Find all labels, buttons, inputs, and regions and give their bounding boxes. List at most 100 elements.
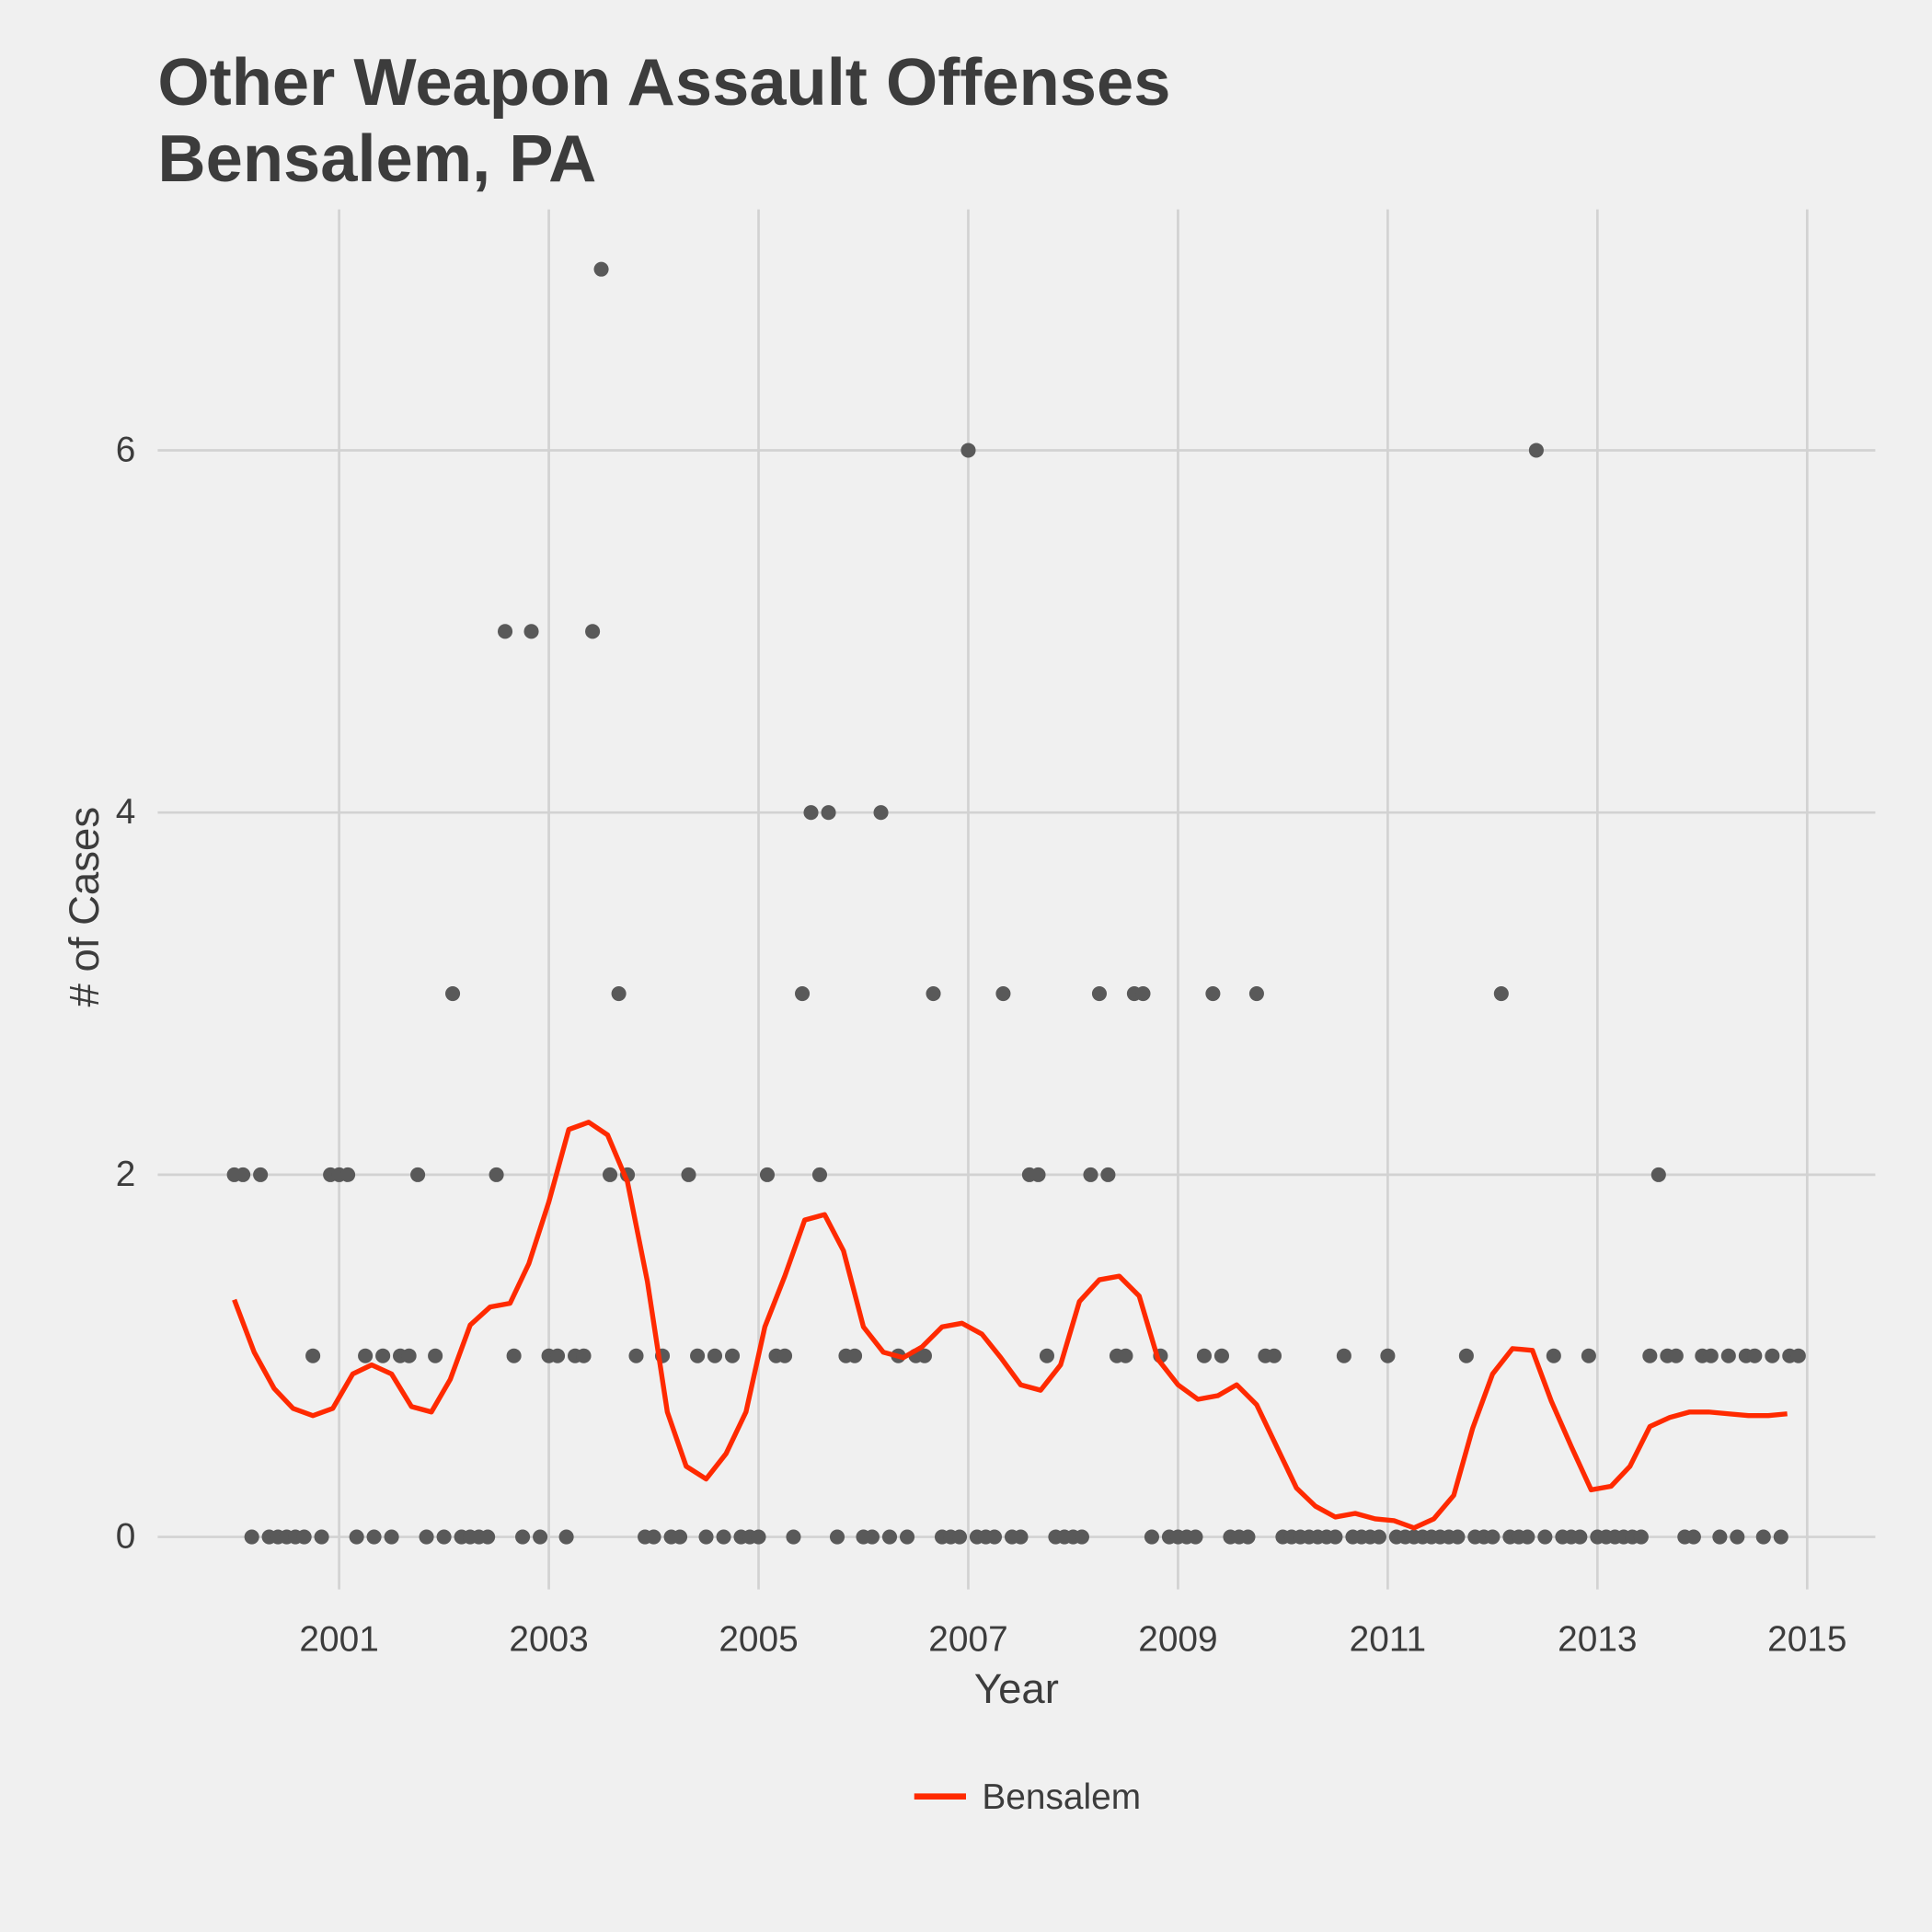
point	[401, 1348, 417, 1363]
plot-area	[226, 261, 1806, 1545]
point	[558, 1529, 574, 1545]
point	[811, 1167, 828, 1182]
point	[611, 986, 627, 1002]
point	[1013, 1529, 1029, 1545]
legend: Bensalem	[914, 1777, 1141, 1817]
point	[1328, 1529, 1343, 1545]
point	[795, 986, 811, 1002]
point	[523, 624, 539, 639]
point	[1380, 1348, 1396, 1363]
point	[1458, 1348, 1474, 1363]
point	[690, 1348, 706, 1363]
point	[576, 1348, 592, 1363]
point	[1755, 1529, 1771, 1545]
point	[1100, 1167, 1116, 1182]
point	[1790, 1348, 1806, 1363]
y-tick-label: 2	[116, 1155, 136, 1194]
point	[847, 1348, 863, 1363]
point	[1528, 443, 1544, 458]
point	[786, 1529, 801, 1545]
point	[1196, 1348, 1212, 1363]
point	[1546, 1348, 1561, 1363]
line	[232, 1120, 1788, 1531]
point	[1371, 1529, 1386, 1545]
y-tick-label: 4	[116, 792, 136, 832]
point	[515, 1529, 531, 1545]
point	[1188, 1529, 1203, 1545]
point	[681, 1167, 696, 1182]
point	[1773, 1529, 1788, 1545]
x-tick-label: 2009	[1138, 1620, 1217, 1660]
point	[366, 1529, 382, 1545]
point	[533, 1529, 548, 1545]
x-tick-label: 2013	[1558, 1620, 1637, 1660]
point	[899, 1529, 915, 1545]
point	[926, 986, 941, 1002]
point	[1747, 1348, 1763, 1363]
point	[1685, 1529, 1701, 1545]
point	[1240, 1529, 1256, 1545]
point	[864, 1529, 880, 1545]
point	[428, 1348, 443, 1363]
point	[1720, 1348, 1736, 1363]
point	[960, 443, 976, 458]
point	[673, 1529, 688, 1545]
point	[1450, 1529, 1466, 1545]
point	[1642, 1348, 1658, 1363]
point	[1135, 986, 1151, 1002]
point	[375, 1348, 391, 1363]
point	[1581, 1348, 1596, 1363]
point	[1537, 1529, 1553, 1545]
chart-title: Bensalem, PA	[157, 122, 596, 196]
y-tick-label: 6	[116, 431, 136, 470]
x-tick-label: 2011	[1350, 1620, 1427, 1660]
point	[1493, 986, 1509, 1002]
point	[803, 805, 819, 821]
point	[1213, 1348, 1230, 1363]
point	[410, 1167, 426, 1182]
point	[1730, 1529, 1745, 1545]
point	[951, 1529, 968, 1545]
point	[986, 1529, 1003, 1545]
point	[419, 1529, 434, 1545]
point	[296, 1529, 312, 1545]
x-tick-label: 2007	[928, 1620, 1007, 1660]
point	[436, 1529, 452, 1545]
point	[751, 1529, 766, 1545]
point	[1091, 986, 1107, 1002]
point	[1336, 1348, 1351, 1363]
point	[1572, 1529, 1588, 1545]
point	[1248, 986, 1264, 1002]
point	[445, 986, 461, 1002]
point	[1485, 1529, 1501, 1545]
point	[916, 1348, 932, 1363]
point	[646, 1529, 661, 1545]
grid: 0 2 4 6 2001 2003 2005 2007 2009 2011 2013 2015	[116, 209, 1876, 1660]
point	[305, 1348, 321, 1363]
point	[707, 1348, 723, 1363]
point	[759, 1167, 776, 1182]
point	[1765, 1348, 1780, 1363]
point	[506, 1348, 522, 1363]
chart-title: Other Weapon Assault Offenses	[157, 46, 1170, 120]
point	[384, 1529, 399, 1545]
point	[480, 1529, 496, 1545]
point	[358, 1348, 374, 1363]
x-tick-label: 2005	[719, 1620, 798, 1660]
point	[1668, 1348, 1684, 1363]
point	[1074, 1529, 1089, 1545]
legend-label: Bensalem	[982, 1777, 1141, 1817]
point	[602, 1167, 618, 1182]
point	[1039, 1348, 1055, 1363]
point	[881, 1529, 898, 1545]
point	[585, 624, 601, 639]
point	[1266, 1348, 1282, 1363]
point	[829, 1529, 845, 1545]
point	[873, 805, 889, 821]
point	[340, 1167, 356, 1182]
point	[314, 1529, 329, 1545]
point	[821, 805, 836, 821]
point	[244, 1529, 259, 1545]
